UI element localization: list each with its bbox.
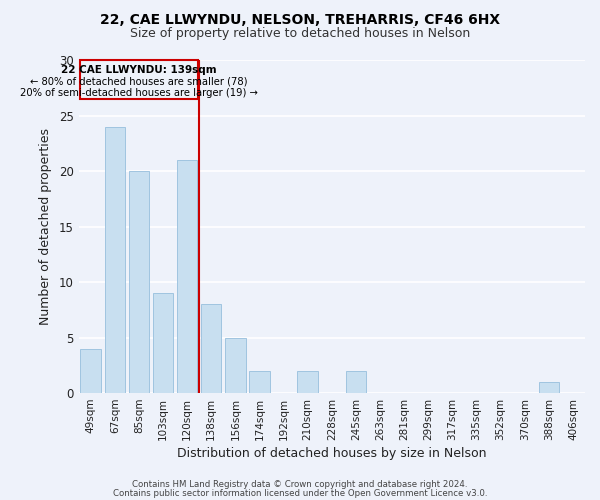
Text: 22, CAE LLWYNDU, NELSON, TREHARRIS, CF46 6HX: 22, CAE LLWYNDU, NELSON, TREHARRIS, CF46… (100, 12, 500, 26)
Bar (153, 293, 173, 393)
Bar (80, 348, 101, 393)
Text: 22 CAE LLWYNDU: 139sqm: 22 CAE LLWYNDU: 139sqm (61, 65, 217, 75)
Bar (539, 382, 559, 393)
Bar (201, 304, 221, 393)
Text: ← 80% of detached houses are smaller (78): ← 80% of detached houses are smaller (78… (30, 76, 248, 86)
Y-axis label: Number of detached properties: Number of detached properties (39, 128, 52, 325)
FancyBboxPatch shape (80, 60, 198, 99)
Bar (249, 371, 269, 393)
Bar (128, 171, 149, 393)
Bar (225, 338, 245, 393)
Text: 20% of semi-detached houses are larger (19) →: 20% of semi-detached houses are larger (… (20, 88, 258, 98)
Text: Contains public sector information licensed under the Open Government Licence v3: Contains public sector information licen… (113, 488, 487, 498)
Bar (298, 371, 318, 393)
Bar (177, 160, 197, 393)
X-axis label: Distribution of detached houses by size in Nelson: Distribution of detached houses by size … (177, 447, 487, 460)
Text: Size of property relative to detached houses in Nelson: Size of property relative to detached ho… (130, 28, 470, 40)
Bar (346, 371, 366, 393)
Text: Contains HM Land Registry data © Crown copyright and database right 2024.: Contains HM Land Registry data © Crown c… (132, 480, 468, 489)
Bar (104, 126, 125, 393)
